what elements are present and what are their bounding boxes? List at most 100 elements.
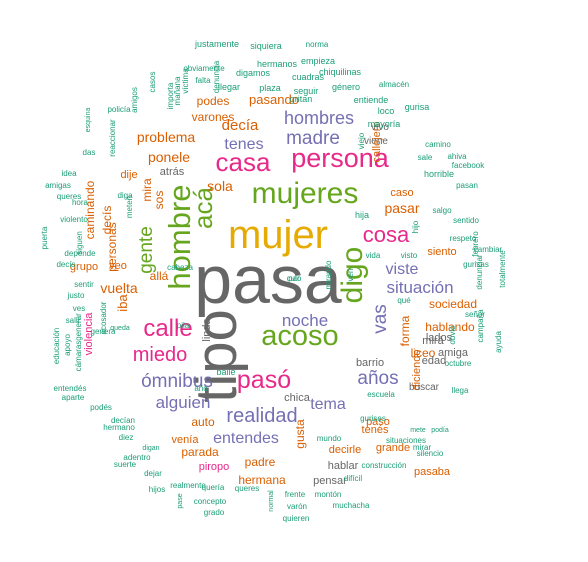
cloud-word: viejo	[357, 132, 366, 149]
cloud-word: decís	[100, 206, 114, 235]
cloud-word: pila	[177, 321, 190, 330]
cloud-word: camino	[425, 140, 451, 149]
cloud-word: ven	[346, 269, 355, 282]
cloud-word: amigas	[45, 181, 71, 190]
cloud-word: importa	[166, 82, 175, 109]
cloud-word: podes	[197, 94, 230, 108]
cloud-word: hablando	[425, 320, 475, 334]
cloud-word: piropo	[199, 461, 230, 473]
cloud-word: cambiar	[474, 245, 503, 254]
cloud-word: adentro	[123, 453, 151, 462]
cloud-word: realmente	[170, 481, 206, 490]
cloud-word: persona	[291, 143, 390, 173]
cloud-word: queda	[110, 325, 130, 332]
cloud-word: diez	[119, 433, 134, 442]
cloud-word: generar	[74, 313, 83, 341]
cloud-word: pasando	[249, 92, 299, 107]
cloud-word: mujeres	[252, 177, 359, 210]
cloud-word: gurises	[360, 414, 386, 423]
cloud-word: mira	[140, 178, 154, 202]
cloud-word: silencio	[417, 449, 444, 458]
cloud-word: ponele	[148, 149, 190, 165]
cloud-word: pasó	[237, 366, 291, 394]
cloud-word: mete	[410, 427, 426, 434]
cloud-word: callejero	[371, 122, 383, 163]
cloud-word: mañana	[173, 76, 182, 105]
cloud-word: linda	[201, 318, 213, 342]
cloud-word: señor	[465, 310, 485, 319]
cloud-word: situación	[386, 278, 453, 297]
cloud-word: edad	[422, 355, 446, 367]
cloud-word: empieza	[301, 56, 335, 66]
cloud-word: liceo	[411, 346, 436, 360]
cloud-word: quería	[202, 483, 225, 492]
cloud-word: cabeza	[167, 263, 193, 272]
cloud-word: realidad	[226, 405, 297, 427]
cloud-word: mayoría	[368, 119, 401, 129]
cloud-word: tema	[310, 396, 346, 413]
cloud-word: víctima	[181, 68, 190, 94]
cloud-word: frente	[285, 490, 306, 499]
cloud-word: tenés	[362, 424, 389, 436]
cloud-word: vas	[370, 304, 391, 334]
cloud-word: pasar	[384, 200, 419, 216]
cloud-word: loco	[378, 106, 395, 116]
cloud-word: entendés	[54, 384, 87, 393]
cloud-word: hombre	[162, 184, 197, 289]
cloud-word: atrás	[160, 166, 185, 178]
cloud-word: totalmente	[498, 250, 507, 288]
cloud-word: sentido	[453, 216, 479, 225]
cloud-word: horrible	[424, 169, 454, 179]
cloud-word: reaccionar	[108, 119, 117, 157]
cloud-word: ómnibus	[141, 371, 213, 392]
cloud-word: hablar	[328, 460, 359, 472]
cloud-word: grupo	[70, 261, 98, 273]
cloud-word: digamos	[236, 68, 271, 78]
cloud-word: par	[288, 274, 300, 283]
cloud-word: hombres	[284, 108, 354, 128]
cloud-word: varón	[287, 502, 307, 511]
cloud-word: seguir	[294, 86, 319, 96]
cloud-word: hermana	[238, 473, 286, 487]
cloud-word: cámaras	[74, 341, 83, 372]
cloud-word: casa	[216, 147, 271, 177]
cloud-word: concepto	[194, 497, 227, 506]
cloud-word: violento	[60, 215, 88, 224]
cloud-word: caso	[390, 187, 413, 199]
cloud-word: pasa	[194, 242, 342, 318]
cloud-word: calle	[143, 315, 192, 342]
cloud-word: año	[194, 384, 208, 393]
cloud-word: hija	[355, 210, 369, 220]
cloud-word: siquiera	[250, 41, 282, 51]
cloud-word: depende	[64, 249, 96, 258]
cloud-word: difícil	[344, 474, 362, 483]
cloud-word: mujer	[228, 213, 328, 257]
cloud-word: montón	[315, 490, 342, 499]
cloud-word: vida	[366, 251, 381, 260]
cloud-word: ves	[73, 304, 85, 313]
cloud-word: respeto	[450, 234, 477, 243]
cloud-word: mirar	[413, 443, 432, 452]
cloud-word: alguien	[156, 393, 211, 412]
cloud-word: allá	[150, 269, 169, 283]
cloud-word: buscar	[409, 382, 440, 393]
cloud-word: denunciar	[475, 254, 484, 289]
cloud-word: sos	[152, 191, 166, 210]
cloud-word: tenes	[224, 136, 263, 153]
cloud-word: culo	[287, 274, 302, 283]
cloud-word: llega	[452, 386, 469, 395]
cloud-word: salgo	[432, 206, 452, 215]
cloud-word: construcción	[362, 461, 407, 470]
cloud-word: cuadras	[292, 72, 325, 82]
cloud-word: viste	[386, 261, 419, 278]
cloud-word: problema	[137, 129, 196, 145]
cloud-word: normal	[268, 490, 275, 512]
cloud-word: pase	[177, 493, 184, 508]
cloud-word: hijos	[149, 485, 165, 494]
cloud-word: veo	[109, 260, 127, 272]
cloud-word: personas	[105, 222, 119, 271]
cloud-word: acoso	[261, 320, 338, 352]
cloud-word: decía	[222, 117, 259, 134]
cloud-word: dejar	[144, 469, 162, 478]
